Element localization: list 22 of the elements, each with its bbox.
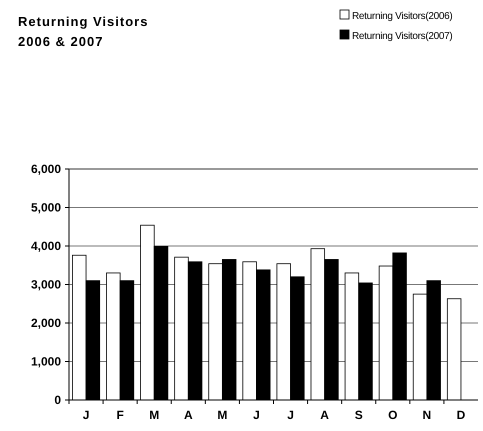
y-tick-label: 3,000 xyxy=(30,278,62,292)
y-tick-label: 6,000 xyxy=(30,162,62,176)
y-tick-label: 5,000 xyxy=(30,200,62,215)
x-tick-label: S xyxy=(354,408,363,422)
x-tick-label: D xyxy=(456,408,466,422)
x-tick-label: J xyxy=(253,408,260,422)
x-tick-label: J xyxy=(287,408,294,422)
x-tick-label: M xyxy=(149,408,160,422)
legend-label: Returning Visitors(2007) xyxy=(352,31,452,42)
x-tick-label: J xyxy=(82,408,90,422)
x-tick-label: N xyxy=(422,408,432,422)
x-tick-label: O xyxy=(388,408,398,422)
y-tick-label: 1,000 xyxy=(30,354,62,369)
x-tick-label: M xyxy=(217,408,228,422)
x-tick-label: A xyxy=(320,408,330,422)
y-tick-label: 0 xyxy=(54,393,62,408)
legend-label: Returning Visitors(2006) xyxy=(352,11,452,22)
chart-title: Returning Visitors 2006 & 2007 xyxy=(18,14,148,49)
x-tick-label: F xyxy=(116,408,124,422)
y-tick-label: 2,000 xyxy=(30,316,62,330)
y-tick-label: 4,000 xyxy=(30,239,62,254)
x-tick-label: A xyxy=(184,408,193,422)
